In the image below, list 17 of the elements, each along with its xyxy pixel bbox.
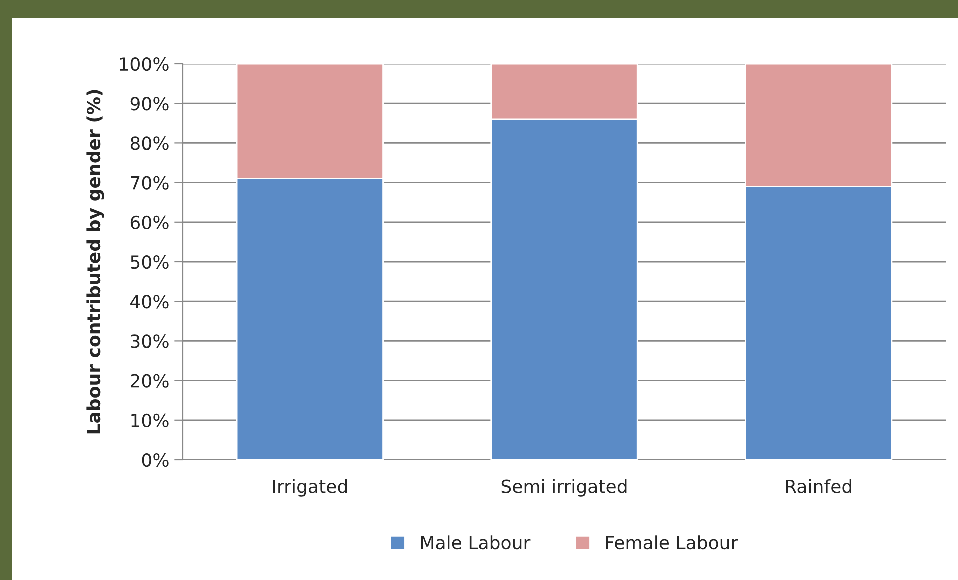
y-tick-label: 80%: [130, 136, 169, 150]
y-tick-label: 0%: [142, 453, 169, 468]
y-tick-label: 90%: [130, 97, 169, 111]
y-tick-label: 100%: [120, 57, 169, 72]
y-tick-label: 60%: [130, 216, 169, 230]
legend-label: Female Labour: [606, 536, 738, 550]
x-tick-label: Irrigated: [273, 479, 348, 497]
y-axis-title: Labour contributed by gender (%): [86, 90, 104, 434]
y-tick-label: 50%: [131, 255, 169, 270]
y-tick-label: 70%: [131, 176, 169, 190]
x-tick-label: Semi irrigated: [502, 479, 627, 497]
y-tick-label: 30%: [131, 334, 169, 348]
y-tick-label: 10%: [132, 414, 169, 428]
legend-label: Male Labour: [421, 536, 531, 550]
y-tick-label: 40%: [130, 295, 169, 309]
x-tick-label: Rainfed: [786, 479, 852, 494]
y-tick-label: 20%: [130, 374, 169, 388]
